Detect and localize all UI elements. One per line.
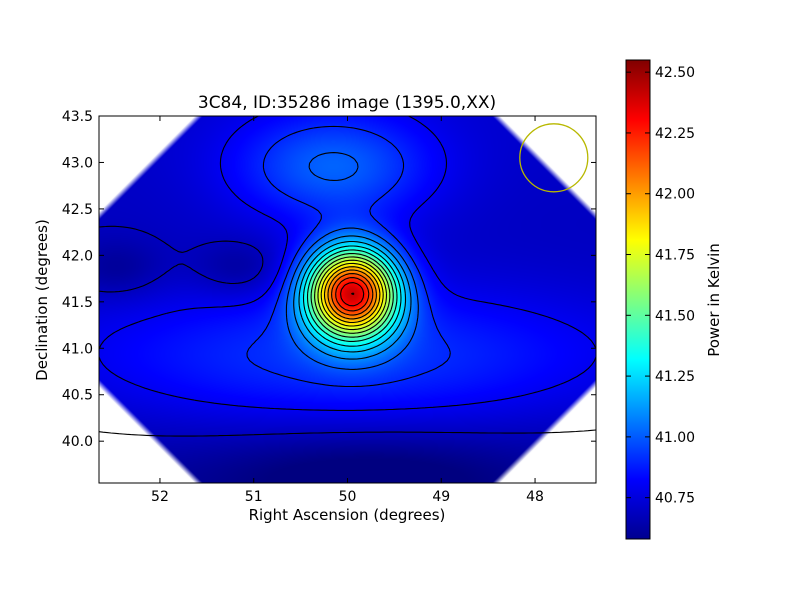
y-tick-label: 43.5 <box>62 109 93 125</box>
contour-line <box>320 262 384 327</box>
y-tick-label: 40.0 <box>62 434 93 450</box>
y-axis-ticks: 40.0 40.5 41.0 41.5 42.0 42.5 43.0 43.5 <box>62 109 596 450</box>
contour-line <box>331 273 374 316</box>
contour-line <box>293 235 412 360</box>
contour-line <box>327 269 377 320</box>
colorbar-tick-label: 41.00 <box>655 430 695 446</box>
contour-line <box>306 249 398 342</box>
colorbar-tick-label: 42.50 <box>655 65 695 81</box>
contour-line <box>323 266 381 324</box>
contour-line <box>99 116 596 411</box>
colorbar <box>625 59 651 540</box>
colorbar-tick-label: 42.25 <box>655 126 695 142</box>
y-tick-label: 40.5 <box>62 388 93 404</box>
colorbar-tick-label: 41.75 <box>655 248 695 264</box>
contour-line <box>302 245 402 347</box>
beam-circle <box>519 123 589 193</box>
contour-line <box>99 225 596 437</box>
x-tick-label: 51 <box>245 489 263 505</box>
chart-title: 3C84, ID:35286 image (1395.0,XX) <box>198 93 496 113</box>
colorbar-tick-label: 40.75 <box>655 491 695 507</box>
colorbar-ticks: 40.75 41.00 41.25 41.50 41.75 42.00 42.25 42.50 <box>626 65 695 507</box>
contour-line <box>246 125 451 388</box>
y-tick-label: 43.0 <box>62 155 93 171</box>
x-tick-label: 52 <box>151 489 169 505</box>
colorbar-tick-label: 41.25 <box>655 369 695 385</box>
contour-line <box>314 256 391 334</box>
contour-line <box>340 282 365 307</box>
heatmap-image <box>99 116 596 483</box>
contour-line <box>351 292 355 296</box>
y-tick-label: 42.5 <box>62 202 93 218</box>
contour-line <box>317 259 388 331</box>
contour-lines <box>99 116 596 437</box>
y-tick-label: 42.0 <box>62 248 93 264</box>
x-tick-label: 48 <box>526 489 544 505</box>
colorbar-tick-label: 41.50 <box>655 308 695 324</box>
colorbar-label: Power in Kelvin <box>705 243 723 357</box>
x-tick-label: 49 <box>432 489 450 505</box>
x-axis-label: Right Ascension (degrees) <box>249 506 446 524</box>
contour-line <box>298 240 407 353</box>
x-axis-ticks: 52 51 50 49 48 <box>151 116 544 505</box>
y-tick-label: 41.0 <box>62 341 93 357</box>
y-tick-label: 41.5 <box>62 295 93 311</box>
y-axis-label: Declination (degrees) <box>33 219 51 381</box>
contour-line <box>310 252 394 338</box>
heatmap <box>99 116 596 483</box>
contour-line <box>335 277 370 312</box>
contour-line <box>285 152 419 370</box>
colorbar-tick-label: 42.00 <box>655 187 695 203</box>
x-tick-label: 50 <box>339 489 357 505</box>
